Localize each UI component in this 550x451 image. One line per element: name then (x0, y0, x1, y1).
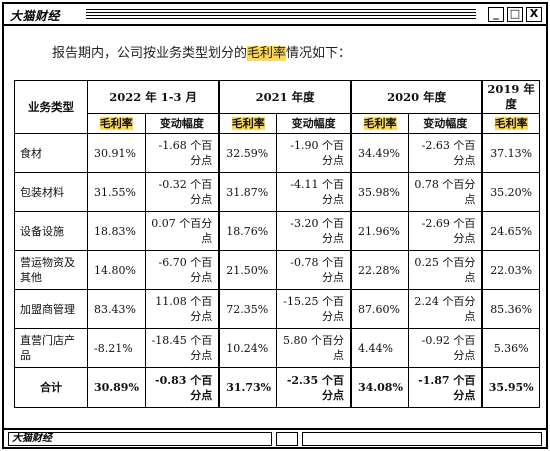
table-row: 食材 30.91% -1.68 个百分点 32.59% -1.90 个百分点 3… (13, 133, 541, 173)
close-button[interactable]: X (526, 7, 542, 22)
margin-cell: 4.44% (350, 328, 410, 368)
change-cell: -3.20 个百分点 (276, 211, 352, 251)
change-cell: 0.78 个百分点 (408, 172, 483, 212)
row-category: 设备设施 (13, 211, 89, 251)
change-cell: -2.35 个百分点 (276, 367, 352, 408)
document-content: 报告期内，公司按业务类型划分的毛利率情况如下： 业务类型 2022 年 1-3 … (4, 28, 546, 426)
period-header: 2019 年度 (481, 80, 541, 114)
table-row: 包装材料 31.55% -0.32 个百分点 31.87% -4.11 个百分点… (13, 172, 541, 212)
margin-subheader: 毛利率 (218, 113, 278, 134)
margin-cell: 87.60% (350, 289, 410, 329)
title-bar: 大猫财经 _ □ X (4, 4, 546, 26)
window-title: 大猫财经 (10, 9, 61, 23)
margin-cell: 32.59% (218, 133, 278, 173)
change-cell: -4.11 个百分点 (276, 172, 352, 212)
maximize-button[interactable]: □ (507, 7, 523, 22)
margin-cell: 21.50% (218, 250, 278, 290)
change-cell: 0.25 个百分点 (408, 250, 483, 290)
margin-cell: 31.55% (87, 172, 146, 212)
row-category: 包装材料 (13, 172, 89, 212)
change-subheader: 变动幅度 (276, 113, 352, 134)
margin-cell: 24.65% (481, 211, 541, 251)
change-cell: -1.87 个百分点 (408, 367, 483, 408)
row-category: 食材 (13, 133, 89, 173)
margin-cell: 22.03% (481, 250, 541, 290)
margin-cell: 85.36% (481, 289, 541, 329)
row-category: 加盟商管理 (13, 289, 89, 329)
margin-subheader: 毛利率 (350, 113, 410, 134)
margin-cell: 30.89% (87, 367, 146, 408)
change-subheader: 变动幅度 (408, 113, 483, 134)
margin-cell: 35.20% (481, 172, 541, 212)
margin-cell: 18.76% (218, 211, 278, 251)
change-cell: 2.24 个百分点 (408, 289, 483, 329)
change-cell: 11.08 个百分点 (144, 289, 220, 329)
margin-cell: 83.43% (87, 289, 146, 329)
change-cell: -15.25 个百分点 (276, 289, 352, 329)
change-cell: -0.83 个百分点 (144, 367, 220, 408)
table-row: 直营门店产品 -8.21% -18.45 个百分点 10.24% 5.80 个百… (13, 328, 541, 368)
row-category: 营运物资及其他 (13, 250, 89, 290)
gross-margin-table: 业务类型 2022 年 1-3 月 2021 年度 2020 年度 2019 年… (13, 80, 541, 408)
margin-cell: 34.49% (350, 133, 410, 173)
intro-highlight: 毛利率 (247, 46, 287, 61)
change-cell: -0.92 个百分点 (408, 328, 483, 368)
status-box (276, 432, 298, 446)
change-cell: -18.45 个百分点 (144, 328, 220, 368)
margin-cell: -8.21% (87, 328, 146, 368)
period-header: 2020 年度 (349, 80, 483, 114)
margin-subheader: 毛利率 (87, 113, 146, 134)
change-cell: 0.07 个百分点 (144, 211, 220, 251)
margin-cell: 35.98% (350, 172, 410, 212)
status-bar: 大猫财经 (4, 428, 546, 447)
total-row: 合计 30.89% -0.83 个百分点 31.73% -2.35 个百分点 3… (13, 367, 541, 408)
period-header: 2022 年 1-3 月 (87, 80, 220, 114)
change-subheader: 变动幅度 (144, 113, 220, 134)
intro-paragraph: 报告期内，公司按业务类型划分的毛利率情况如下： (52, 42, 351, 61)
table-row: 设备设施 18.83% 0.07 个百分点 18.76% -3.20 个百分点 … (13, 211, 541, 251)
status-title: 大猫财经 (8, 432, 272, 446)
change-cell: -2.63 个百分点 (408, 133, 483, 173)
margin-cell: 31.73% (218, 367, 278, 408)
row-category: 直营门店产品 (13, 328, 89, 368)
margin-cell: 34.08% (350, 367, 410, 408)
table-row: 加盟商管理 83.43% 11.08 个百分点 72.35% -15.25 个百… (13, 289, 541, 329)
minimize-button[interactable]: _ (488, 7, 504, 22)
margin-cell: 14.80% (87, 250, 146, 290)
change-cell: -0.78 个百分点 (276, 250, 352, 290)
intro-text-before: 报告期内，公司按业务类型划分的 (52, 46, 248, 61)
change-cell: -1.68 个百分点 (144, 133, 220, 173)
margin-cell: 10.24% (218, 328, 278, 368)
intro-text-after: 情况如下： (286, 46, 352, 61)
margin-cell: 22.28% (350, 250, 410, 290)
status-box (302, 432, 542, 446)
change-cell: -6.70 个百分点 (144, 250, 220, 290)
margin-cell: 31.87% (218, 172, 278, 212)
table-row: 营运物资及其他 14.80% -6.70 个百分点 21.50% -0.78 个… (13, 250, 541, 290)
margin-cell: 35.95% (481, 367, 541, 408)
change-cell: -0.32 个百分点 (144, 172, 220, 212)
margin-cell: 37.13% (481, 133, 541, 173)
margin-subheader: 毛利率 (481, 113, 541, 134)
change-cell: -2.69 个百分点 (408, 211, 483, 251)
margin-cell: 72.35% (218, 289, 278, 329)
change-cell: -1.90 个百分点 (276, 133, 352, 173)
margin-cell: 5.36% (481, 328, 541, 368)
category-header: 业务类型 (13, 80, 89, 134)
total-label: 合计 (13, 367, 89, 408)
margin-cell: 21.96% (350, 211, 410, 251)
margin-cell: 30.91% (87, 133, 146, 173)
margin-cell: 18.83% (87, 211, 146, 251)
period-header: 2021 年度 (218, 80, 352, 114)
change-cell: 5.80 个百分点 (276, 328, 352, 368)
title-bar-stripes (86, 9, 476, 20)
